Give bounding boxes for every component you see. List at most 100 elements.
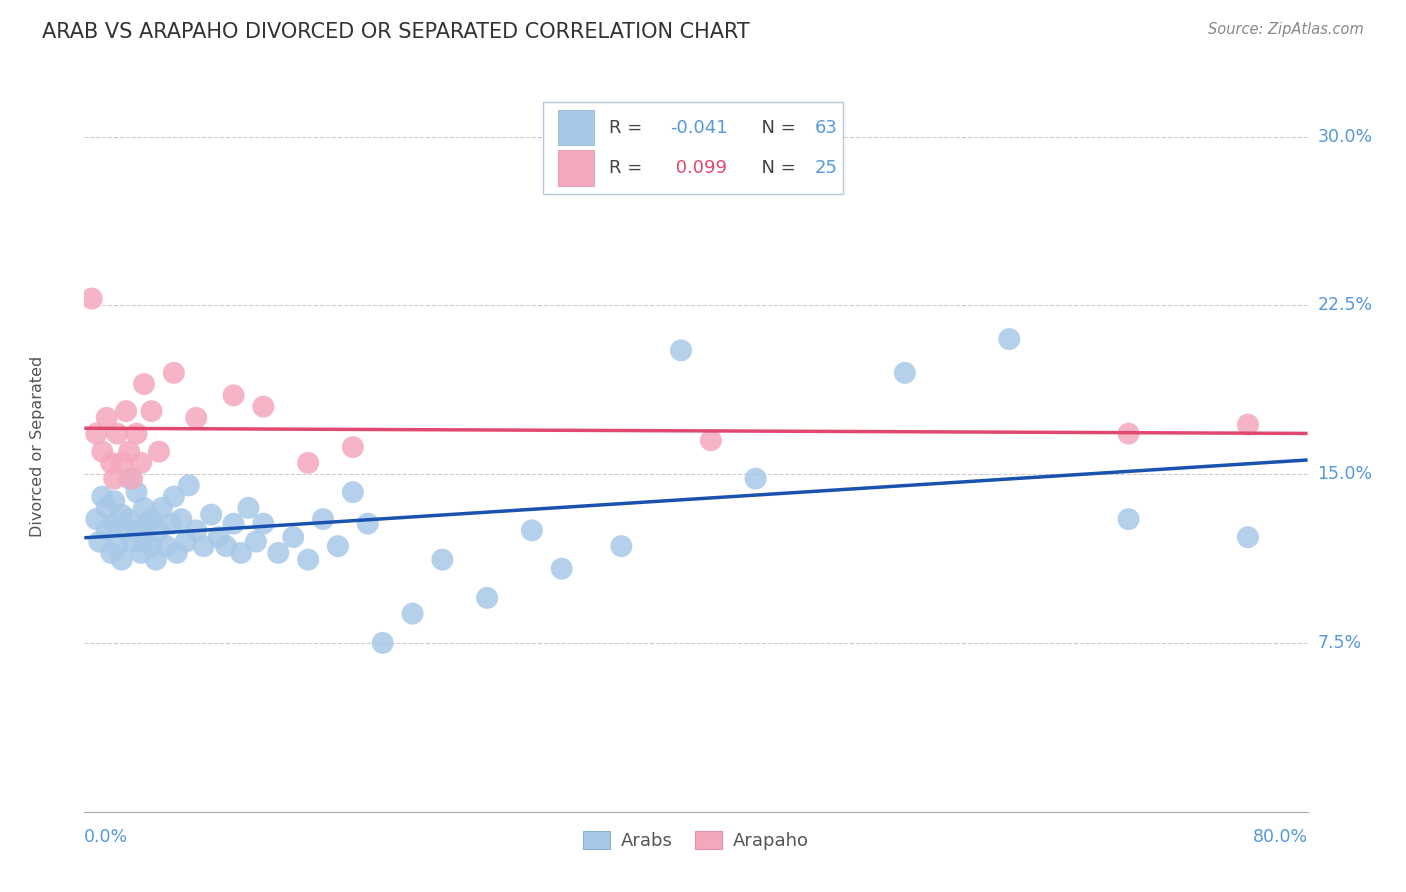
Ellipse shape (283, 526, 304, 548)
Ellipse shape (103, 491, 125, 512)
Text: N =: N = (749, 119, 801, 136)
Text: 7.5%: 7.5% (1317, 634, 1361, 652)
Text: 63: 63 (814, 119, 838, 136)
Ellipse shape (193, 535, 215, 558)
Ellipse shape (125, 519, 148, 541)
Ellipse shape (121, 531, 143, 553)
Ellipse shape (111, 549, 132, 571)
Ellipse shape (91, 441, 114, 463)
Ellipse shape (1237, 414, 1258, 435)
Ellipse shape (118, 441, 141, 463)
Ellipse shape (357, 513, 378, 534)
Text: 15.0%: 15.0% (1317, 465, 1372, 483)
Ellipse shape (96, 497, 118, 519)
Ellipse shape (91, 485, 114, 508)
Ellipse shape (115, 401, 138, 422)
Ellipse shape (163, 485, 184, 508)
Ellipse shape (125, 423, 148, 444)
Ellipse shape (551, 558, 572, 580)
Text: 30.0%: 30.0% (1317, 128, 1372, 145)
Ellipse shape (86, 423, 107, 444)
Ellipse shape (297, 549, 319, 571)
Ellipse shape (477, 587, 498, 609)
Ellipse shape (894, 362, 915, 384)
Ellipse shape (118, 467, 141, 490)
Ellipse shape (141, 401, 163, 422)
FancyBboxPatch shape (558, 151, 595, 186)
Text: Source: ZipAtlas.com: Source: ZipAtlas.com (1208, 22, 1364, 37)
Ellipse shape (215, 535, 238, 558)
Ellipse shape (371, 632, 394, 654)
Ellipse shape (432, 549, 453, 571)
Ellipse shape (700, 429, 721, 451)
Ellipse shape (208, 526, 229, 548)
Text: 0.0%: 0.0% (84, 828, 128, 846)
Ellipse shape (107, 423, 128, 444)
Ellipse shape (328, 535, 349, 558)
Ellipse shape (297, 452, 319, 474)
Ellipse shape (121, 467, 143, 490)
Text: 80.0%: 80.0% (1253, 828, 1308, 846)
Text: Divorced or Separated: Divorced or Separated (31, 355, 45, 537)
Ellipse shape (129, 452, 152, 474)
Text: N =: N = (749, 159, 801, 177)
Ellipse shape (671, 339, 692, 361)
Ellipse shape (89, 531, 110, 553)
Ellipse shape (186, 407, 207, 429)
Ellipse shape (238, 497, 260, 519)
Ellipse shape (160, 513, 181, 534)
Ellipse shape (610, 535, 633, 558)
Ellipse shape (312, 508, 335, 530)
Ellipse shape (96, 407, 118, 429)
Ellipse shape (111, 504, 132, 525)
Legend: Arabs, Arapaho: Arabs, Arapaho (576, 823, 815, 857)
Ellipse shape (200, 504, 222, 525)
Ellipse shape (402, 603, 423, 624)
Ellipse shape (80, 287, 103, 310)
Text: 22.5%: 22.5% (1317, 296, 1372, 314)
Ellipse shape (145, 549, 167, 571)
Ellipse shape (103, 513, 125, 534)
Ellipse shape (125, 481, 148, 503)
Ellipse shape (163, 362, 184, 384)
Ellipse shape (231, 542, 252, 564)
Ellipse shape (111, 452, 132, 474)
Ellipse shape (96, 519, 118, 541)
Ellipse shape (156, 535, 177, 558)
Text: R =: R = (609, 119, 648, 136)
Ellipse shape (150, 497, 173, 519)
Ellipse shape (998, 328, 1021, 350)
Ellipse shape (100, 542, 122, 564)
FancyBboxPatch shape (558, 111, 595, 145)
Ellipse shape (148, 519, 170, 541)
Ellipse shape (342, 436, 364, 458)
Ellipse shape (267, 542, 290, 564)
Ellipse shape (252, 396, 274, 417)
Ellipse shape (186, 519, 207, 541)
Ellipse shape (148, 441, 170, 463)
Ellipse shape (115, 519, 138, 541)
Ellipse shape (245, 531, 267, 553)
Ellipse shape (141, 535, 163, 558)
Ellipse shape (1118, 423, 1140, 444)
Ellipse shape (134, 373, 155, 395)
Ellipse shape (136, 513, 157, 534)
Ellipse shape (1118, 508, 1140, 530)
Text: 25: 25 (814, 159, 838, 177)
Ellipse shape (107, 535, 128, 558)
Ellipse shape (134, 531, 155, 553)
Text: 0.099: 0.099 (671, 159, 727, 177)
Ellipse shape (103, 467, 125, 490)
Ellipse shape (222, 513, 245, 534)
Ellipse shape (118, 508, 141, 530)
Ellipse shape (170, 508, 193, 530)
Ellipse shape (342, 481, 364, 503)
Text: ARAB VS ARAPAHO DIVORCED OR SEPARATED CORRELATION CHART: ARAB VS ARAPAHO DIVORCED OR SEPARATED CO… (42, 22, 749, 42)
Ellipse shape (174, 531, 197, 553)
Ellipse shape (86, 508, 107, 530)
FancyBboxPatch shape (543, 103, 842, 194)
Ellipse shape (745, 467, 766, 490)
Text: R =: R = (609, 159, 648, 177)
Ellipse shape (252, 513, 274, 534)
Ellipse shape (141, 508, 163, 530)
